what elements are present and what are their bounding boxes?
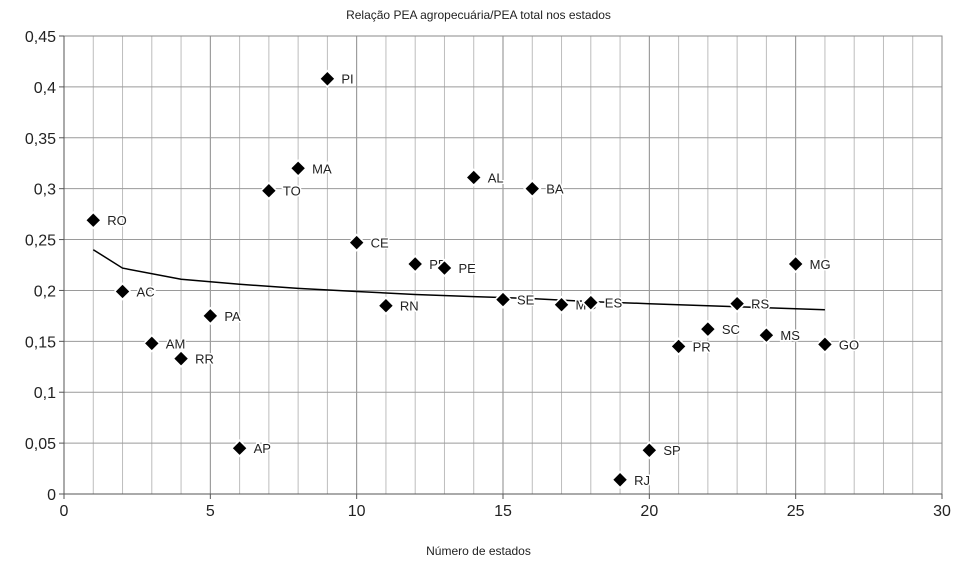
data-label: AL [488,170,504,185]
data-point-halo [786,254,805,274]
y-tick-label: 0,1 [34,385,56,402]
data-label: PE [458,261,476,276]
data-point [584,295,598,310]
y-tick-label: 0,05 [25,436,56,453]
data-point-halo [493,290,513,309]
data-point-halo [171,349,191,368]
data-point-halo [464,168,483,187]
data-point-halo [113,282,132,301]
data-point-halo [142,334,161,353]
data-point-halo [230,439,249,458]
x-tick-label: 20 [640,503,658,520]
data-label: RN [400,299,419,314]
data-point-halo [610,470,630,489]
data-point [115,284,130,299]
data-label: MA [312,161,332,176]
data-point [86,213,100,227]
data-point-halo [435,258,454,278]
data-point-halo [523,179,542,198]
data-label: RR [195,352,214,367]
data-point [320,72,335,86]
data-point [145,336,159,351]
y-tick-label: 0,15 [25,334,56,351]
x-tick-label: 30 [933,503,951,520]
data-point [788,257,803,271]
data-point [671,339,686,354]
data-point [759,328,774,342]
data-point-halo [581,293,600,312]
data-label: CE [371,236,389,251]
data-point-halo [84,211,103,230]
x-tick-label: 15 [494,503,512,520]
data-label: GO [839,337,859,352]
data-point [232,441,247,455]
data-point-halo [376,296,396,315]
data-label: BA [546,182,564,197]
data-point [525,181,539,196]
data-point-halo [318,69,337,88]
data-label: RS [751,297,769,312]
data-point-halo [347,233,366,252]
data-point-halo [698,319,717,339]
y-tick-label: 0,45 [25,29,56,46]
data-point [203,309,218,323]
y-tick-label: 0 [47,487,56,504]
y-tick-label: 0,3 [34,182,56,199]
data-point [642,443,657,457]
data-point [730,296,744,311]
y-tick-label: 0,35 [25,131,56,148]
data-point [701,322,715,336]
data-label: SC [722,322,740,337]
data-point-halo [289,159,308,178]
data-label: AC [137,284,155,299]
data-label: PA [224,309,241,324]
data-label: MS [780,328,800,343]
x-axis-label: Número de estados [426,544,531,558]
data-point [437,261,452,275]
data-point-halo [728,294,747,313]
data-label: AM [166,336,186,351]
data-label: SP [663,443,680,458]
y-tick-label: 0,25 [25,233,56,250]
data-point [379,299,393,313]
data-point-halo [552,295,571,314]
y-tick-label: 0,2 [34,283,56,300]
data-point-halo [201,306,220,326]
data-label: PR [693,339,711,354]
data-point [262,183,276,198]
trendline [92,249,825,311]
data-label: RO [107,213,127,228]
data-label: PI [341,72,353,87]
data-label: ES [605,296,623,311]
y-tick-label: 0,4 [34,80,56,97]
data-point-halo [640,441,659,460]
x-tick-label: 10 [348,503,366,520]
data-label: TO [283,184,301,199]
data-point [174,351,188,366]
data-point [818,337,832,352]
data-point [496,292,510,307]
data-point-halo [259,181,278,200]
data-label: MG [810,257,831,272]
chart-title: Relação PEA agropecuária/PEA total nos e… [346,8,611,22]
data-point-halo [757,326,776,345]
data-point [349,235,364,250]
data-point [613,473,627,487]
data-point-halo [815,335,835,354]
data-point [291,161,305,176]
data-point-halo [406,254,425,274]
data-point [408,257,422,271]
data-point [467,170,481,185]
x-tick-label: 5 [206,503,215,520]
data-label: RJ [634,473,650,488]
data-point-halo [669,337,688,356]
data-label: SE [517,293,535,308]
x-tick-label: 25 [787,503,805,520]
data-point [554,297,569,312]
x-tick-label: 0 [60,503,69,520]
data-label: AP [254,441,271,456]
